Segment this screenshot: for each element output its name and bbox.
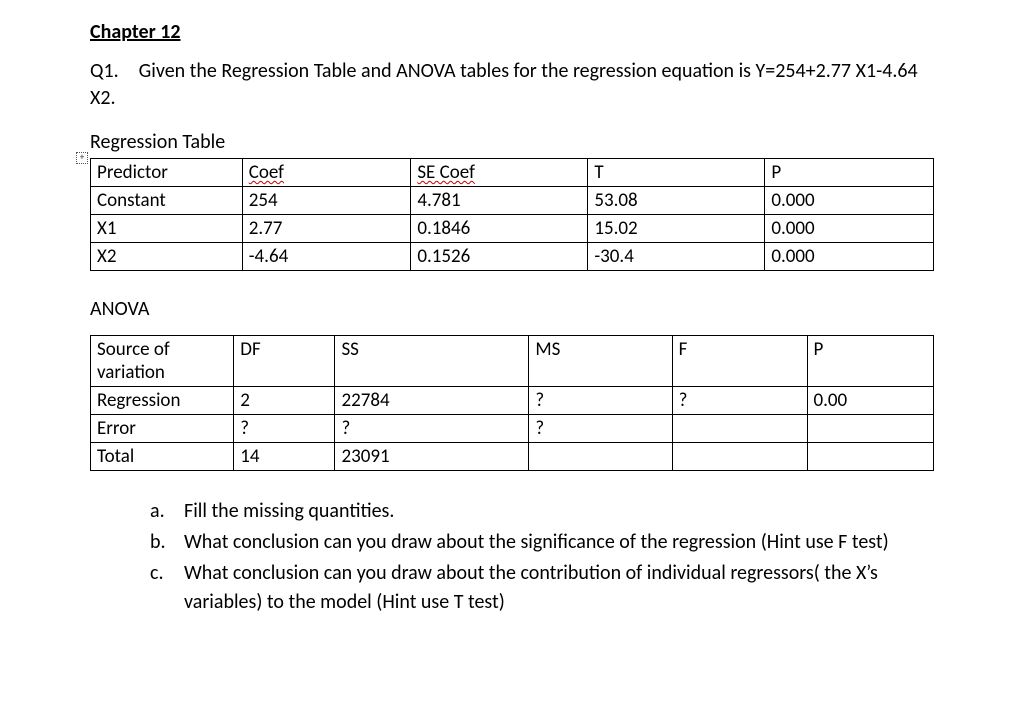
list-marker: b. [150,528,166,557]
table-cell: 4.781 [411,187,588,215]
anova-table-label: ANOVA [90,297,934,321]
column-header: SE Coef [411,159,588,187]
table-cell: Regression [91,387,234,415]
table-cell [807,443,934,471]
question-text: Q1. Given the Regression Table and ANOVA… [90,58,934,112]
column-header: P [807,336,934,387]
list-text: What conclusion can you draw about the s… [184,530,889,554]
table-cell: X1 [91,215,243,243]
column-header: Coef [242,159,411,187]
anova-table: Source of variationDFSSMSFP Regression22… [90,335,934,471]
table-cell: 53.08 [588,187,765,215]
page: Chapter 12 Q1. Given the Regression Tabl… [0,0,1024,711]
table-row: Total1423091 [91,443,934,471]
column-header: F [672,336,807,387]
table-cell: 23091 [335,443,529,471]
regression-table-block: Regression Table + PredictorCoefSE CoefT… [90,130,934,271]
list-marker: c. [150,559,164,588]
table-cell [529,443,672,471]
table-cell: ? [234,415,335,443]
table-row: Regression222784??0.00 [91,387,934,415]
sub-question-b: b. What conclusion can you draw about th… [150,528,934,557]
table-cell: -4.64 [242,243,411,271]
table-cell: 15.02 [588,215,765,243]
column-header: Source of variation [91,336,234,387]
table-cell: Error [91,415,234,443]
list-marker: a. [150,497,165,526]
table-row: Constant2544.78153.080.000 [91,187,934,215]
table-row: Error??? [91,415,934,443]
table-cell: ? [529,415,672,443]
sub-question-list: a. Fill the missing quantities. b. What … [90,497,934,617]
table-cell [807,415,934,443]
chapter-title: Chapter 12 [90,20,934,44]
list-text: Fill the missing quantities. [184,499,394,523]
table-cell: 0.1846 [411,215,588,243]
table-anchor-icon: + [76,152,88,164]
table-cell: 0.000 [765,187,934,215]
table-cell: 0.1526 [411,243,588,271]
table-cell [672,443,807,471]
column-header: SS [335,336,529,387]
table-header-row: Source of variationDFSSMSFP [91,336,934,387]
table-row: X2-4.640.1526-30.40.000 [91,243,934,271]
table-cell [672,415,807,443]
regression-table: PredictorCoefSE CoefTP Constant2544.7815… [90,158,934,271]
table-cell: 2 [234,387,335,415]
table-cell: Total [91,443,234,471]
table-cell: ? [335,415,529,443]
table-cell: -30.4 [588,243,765,271]
table-cell: 0.00 [807,387,934,415]
table-cell: 22784 [335,387,529,415]
table-cell: 0.000 [765,215,934,243]
table-cell: 2.77 [242,215,411,243]
column-header: T [588,159,765,187]
table-cell: 0.000 [765,243,934,271]
sub-question-c: c. What conclusion can you draw about th… [150,559,934,617]
column-header: Predictor [91,159,243,187]
table-row: X12.770.184615.020.000 [91,215,934,243]
table-cell: Constant [91,187,243,215]
column-header: DF [234,336,335,387]
column-header: MS [529,336,672,387]
sub-question-a: a. Fill the missing quantities. [150,497,934,526]
table-cell: X2 [91,243,243,271]
table-header-row: PredictorCoefSE CoefTP [91,159,934,187]
regression-table-label: Regression Table [90,130,934,154]
table-cell: 14 [234,443,335,471]
table-cell: ? [529,387,672,415]
column-header: P [765,159,934,187]
list-text: What conclusion can you draw about the c… [184,561,878,614]
table-cell: ? [672,387,807,415]
table-cell: 254 [242,187,411,215]
anova-table-block: ANOVA Source of variationDFSSMSFP Regres… [90,297,934,471]
